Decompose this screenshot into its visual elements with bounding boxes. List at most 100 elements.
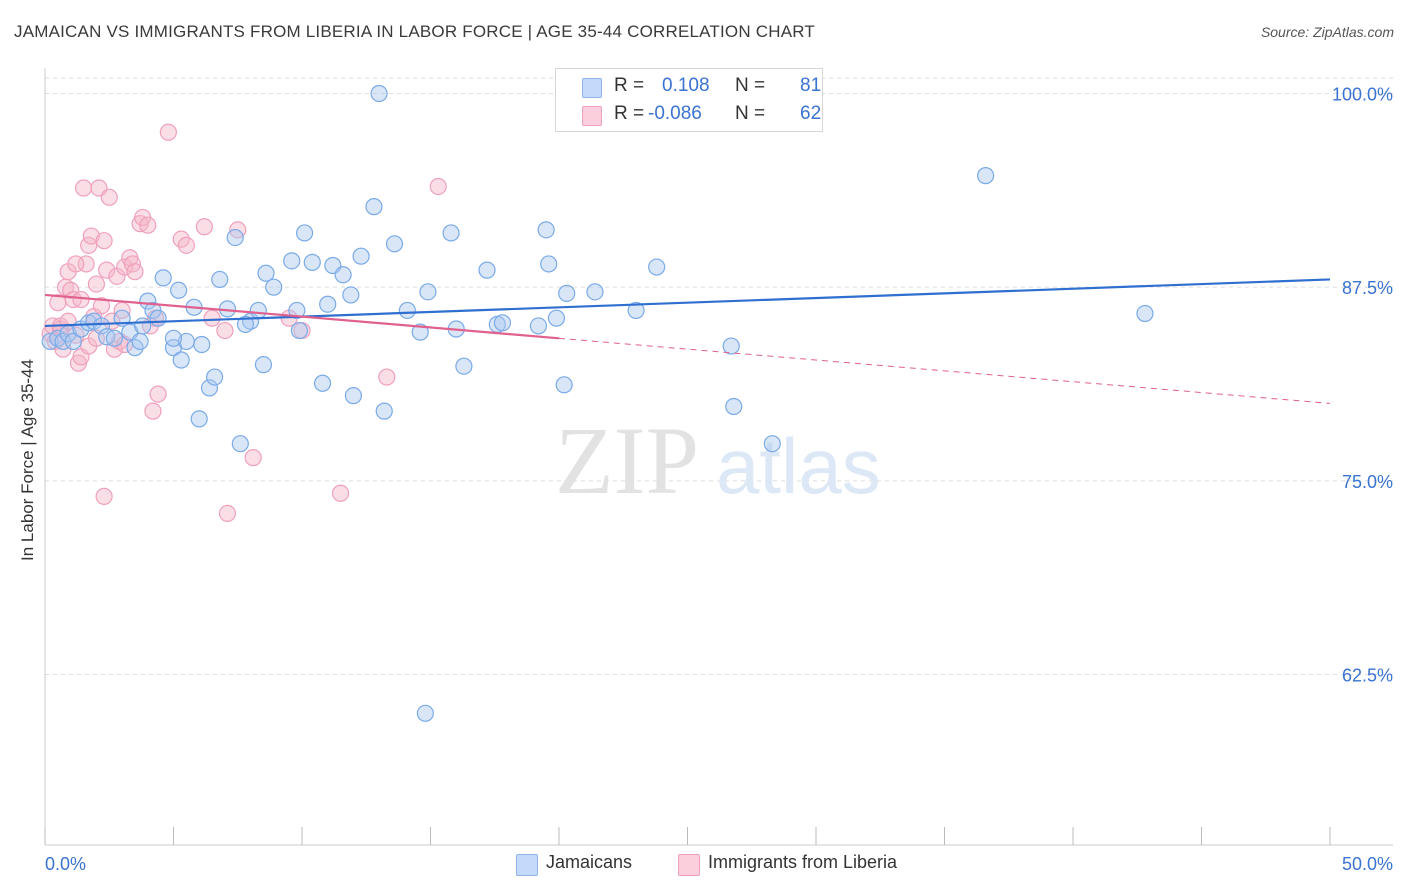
liberia-point <box>126 263 144 281</box>
chart-title: JAMAICAN VS IMMIGRANTS FROM LIBERIA IN L… <box>14 22 815 41</box>
watermark-zip: ZIP <box>555 407 699 514</box>
jamaicans-point <box>365 198 383 216</box>
gridlines <box>45 77 1394 676</box>
liberia-point <box>331 484 350 502</box>
legend-swatch-liberia <box>678 854 700 876</box>
jamaicans-point <box>265 278 283 296</box>
jamaicans-point <box>193 335 211 354</box>
jamaicans-point <box>547 309 566 327</box>
jamaicans-point <box>64 332 82 351</box>
jamaicans-point <box>236 315 255 333</box>
jamaicans-point <box>478 261 496 279</box>
liberia-point <box>98 261 116 279</box>
jamaicans-point <box>725 397 743 416</box>
liberia-point <box>378 368 396 386</box>
jamaicans-point <box>342 286 360 304</box>
jamaicans-point <box>149 309 167 327</box>
jamaicans-point <box>411 323 429 341</box>
jamaicans-point <box>164 329 183 347</box>
x-tick-label: 50.0% <box>1342 854 1393 874</box>
legend-label-jamaicans: Jamaicans <box>546 852 633 872</box>
liberia-point <box>144 402 162 420</box>
jamaicans-point <box>92 317 111 335</box>
liberia-point <box>216 321 234 340</box>
legend-r-value: 0.108 <box>662 75 710 96</box>
jamaicans-point <box>206 368 224 386</box>
liberia-point <box>74 179 93 197</box>
jamaicans-point <box>131 332 149 351</box>
legend-n-value: 81 <box>800 75 822 96</box>
jamaicans-point <box>977 167 995 185</box>
liberia-trend-extension <box>558 337 1331 404</box>
jamaicans-point <box>537 221 555 239</box>
jamaicans-point <box>540 255 558 273</box>
jamaicans-point <box>529 317 548 335</box>
y-tick-label: 100.0% <box>1332 84 1393 104</box>
jamaicans-point <box>288 301 306 320</box>
liberia-point <box>87 275 106 293</box>
jamaicans-point <box>555 376 573 394</box>
correlation-legend: R = 0.108 N = 81 R = -0.086 N = 62 <box>555 68 823 132</box>
jamaicans-point <box>283 252 301 270</box>
tick-labels: 62.5% 75.0% 87.5% 100.0% 0.0% 50.0% <box>45 84 1393 874</box>
watermark: ZIP atlas <box>555 407 881 514</box>
legend-swatch-jamaicans <box>516 854 538 876</box>
jamaicans-point <box>226 228 244 247</box>
jamaicans-point <box>334 266 352 284</box>
jamaicans-point <box>154 269 172 287</box>
jamaicans-point <box>375 402 393 420</box>
liberia-point <box>177 236 195 254</box>
axes <box>44 68 1393 846</box>
liberia-point <box>429 177 447 196</box>
jamaicans-point <box>290 321 309 340</box>
jamaicans-point <box>558 284 576 302</box>
jamaicans-trend-line <box>44 278 1331 328</box>
legend-n-value: 62 <box>800 103 822 124</box>
legend-r-value: -0.086 <box>648 103 702 124</box>
legend-swatch-jamaicans <box>582 78 602 98</box>
jamaicans-point <box>370 84 388 103</box>
source-credit: Source: ZipAtlas.com <box>1260 24 1394 40</box>
legend-r-label: R = <box>614 103 645 124</box>
trend-lines <box>44 278 1331 404</box>
legend-n-label: N = <box>735 75 766 96</box>
jamaicans-point <box>190 410 208 428</box>
jamaicans-point <box>344 387 362 405</box>
jamaicans-point <box>586 283 604 301</box>
jamaicans-point <box>295 224 314 242</box>
jamaicans-point <box>170 281 188 299</box>
jamaicans-point <box>763 435 781 453</box>
liberia-point <box>67 255 85 273</box>
jamaicans-point <box>442 224 460 242</box>
x-tick-label: 0.0% <box>45 854 86 874</box>
jamaicans-point <box>231 435 249 453</box>
jamaicans-point <box>105 329 123 347</box>
liberia-point <box>72 290 90 309</box>
jamaicans-point <box>493 314 512 332</box>
jamaicans-point <box>172 351 190 369</box>
jamaicans-point <box>722 337 740 355</box>
jamaicans-point <box>385 235 404 253</box>
jamaicans-point <box>313 374 332 392</box>
jamaicans-point <box>200 379 219 397</box>
liberia-point <box>159 123 177 141</box>
liberia-point <box>203 309 221 327</box>
jamaicans-point <box>134 317 152 335</box>
y-tick-label: 87.5% <box>1342 278 1393 298</box>
liberia-point <box>95 232 113 250</box>
jamaicans-point <box>648 258 666 276</box>
jamaicans-point <box>303 253 321 271</box>
legend-n-label: N = <box>735 103 766 124</box>
liberia-point <box>92 297 111 315</box>
y-tick-label: 75.0% <box>1342 472 1393 492</box>
jamaicans-point <box>254 356 273 374</box>
liberia-point <box>95 487 113 505</box>
y-axis-label: In Labor Force | Age 35-44 <box>18 359 37 561</box>
jamaicans-point <box>249 301 267 320</box>
liberia-point <box>244 449 262 467</box>
liberia-point <box>149 385 167 403</box>
liberia-point <box>139 216 157 234</box>
legend-label-liberia: Immigrants from Liberia <box>708 852 898 872</box>
jamaicans-point <box>139 292 157 310</box>
